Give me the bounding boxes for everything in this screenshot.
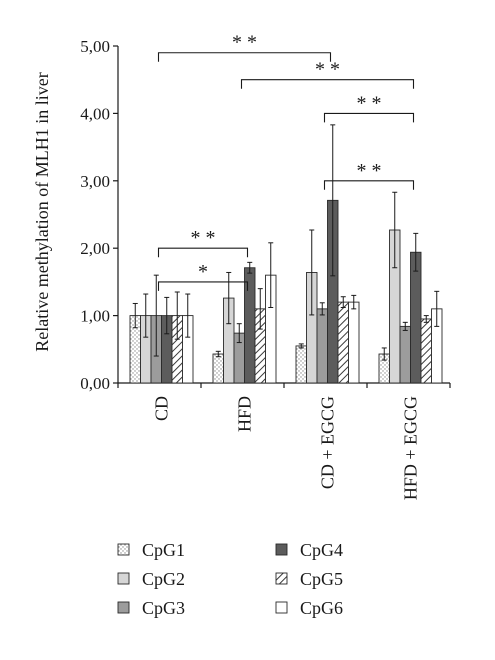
error-bars: [132, 124, 440, 361]
significance-bracket: [323, 180, 415, 190]
significance-label: * *: [315, 59, 340, 81]
y-tick-label: 3,00: [80, 172, 110, 191]
significance-label: * *: [191, 227, 216, 249]
legend-swatch: [275, 601, 288, 614]
legend-label: CpG1: [142, 540, 185, 560]
y-axis-label: Relative methylation of MLH1 in liver: [32, 72, 52, 351]
bar: [295, 345, 307, 384]
legend-swatch: [117, 543, 130, 556]
bar: [420, 318, 432, 384]
category-label: HFD: [235, 396, 255, 432]
legend-swatch: [117, 601, 130, 614]
significance-brackets: * * * * * * * * * * *: [157, 32, 415, 291]
legend-swatch: [275, 572, 288, 585]
significance-label: *: [198, 261, 208, 283]
legend: CpG1 CpG2 CpG3 CpG4 CpG5 CpG6: [117, 540, 343, 618]
significance-label: * *: [357, 160, 382, 182]
legend-label: CpG2: [142, 569, 185, 589]
bar: [244, 267, 256, 384]
legend-label: CpG4: [300, 540, 343, 560]
significance-label: * *: [357, 92, 382, 114]
legend-swatch: [275, 543, 288, 556]
bar: [337, 301, 349, 384]
y-tick-label: 1,00: [80, 307, 110, 326]
legend-swatch: [117, 572, 130, 585]
category-label: CD + EGCG: [318, 396, 338, 489]
bar: [410, 251, 422, 384]
significance-bracket: [157, 52, 332, 62]
legend-label: CpG5: [300, 569, 343, 589]
y-tick-label: 2,00: [80, 239, 110, 258]
bar: [212, 353, 224, 384]
bar: [399, 325, 411, 384]
x-axis-categories: CD HFD CD + EGCG HFD + EGCG: [152, 396, 421, 500]
significance-bracket: [240, 79, 415, 89]
legend-label: CpG3: [142, 598, 185, 618]
significance-label: * *: [232, 32, 257, 54]
y-tick-label: 5,00: [80, 37, 110, 56]
legend-label: CpG6: [300, 598, 343, 618]
category-label: HFD + EGCG: [401, 396, 421, 500]
significance-bracket: [323, 112, 415, 123]
category-label: CD: [152, 396, 172, 421]
y-tick-label: 0,00: [80, 374, 110, 393]
bar: [316, 308, 328, 384]
bar: [348, 301, 360, 384]
significance-bracket: [157, 247, 249, 258]
significance-bracket: [157, 281, 249, 291]
y-tick-label: 4,00: [80, 104, 110, 123]
